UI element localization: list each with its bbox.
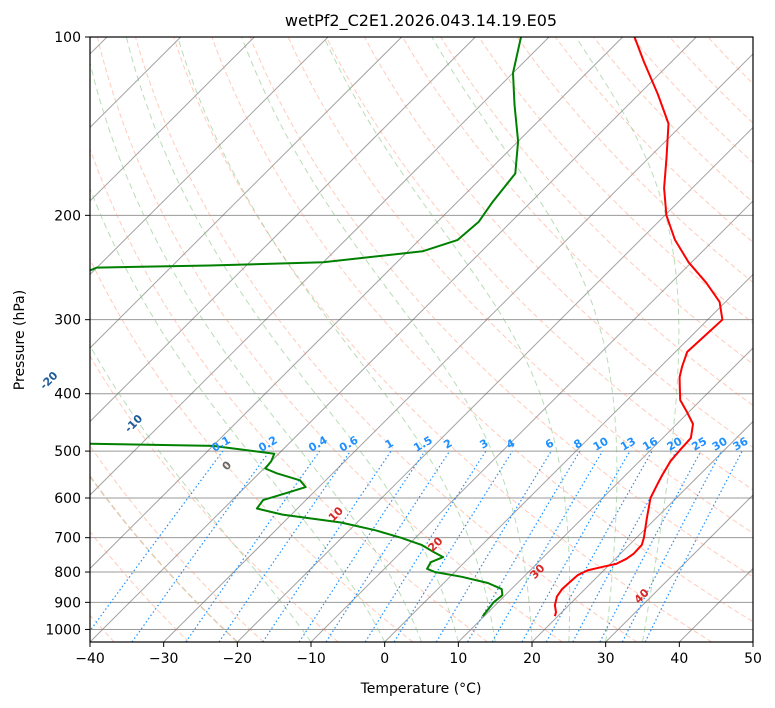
moist-adiabat-line: [125, 37, 459, 642]
x-axis-title: Temperature (°C): [360, 681, 482, 697]
isotherm-line: [605, 494, 753, 642]
mixing-ratio-line: [545, 450, 653, 642]
dry-adiabat-line: [593, 37, 753, 203]
moist-adiabat-line: [90, 344, 312, 642]
x-tick-label: 50: [744, 651, 762, 667]
isotherm-line: [236, 126, 753, 642]
isotherm-line: [90, 37, 550, 496]
dry-adiabat-line: [211, 37, 753, 623]
moist-adiabat-line: [90, 187, 386, 642]
dry-adiabat-line: [516, 37, 753, 284]
dry-adiabat-line: [173, 37, 712, 642]
moist-adiabat-line: [177, 37, 496, 642]
isotherm-line: [531, 420, 753, 642]
dry-adiabat-line: [249, 37, 753, 578]
mixing-ratio-line: [218, 450, 351, 642]
x-tick-label: −30: [149, 651, 179, 667]
ice-curve-line: [90, 474, 238, 642]
dry-adiabat-line: [478, 37, 753, 324]
y-tick-label: 100: [54, 30, 81, 46]
y-tick-label: 500: [54, 444, 81, 460]
y-tick-label: 300: [54, 313, 81, 329]
x-tick-label: 0: [380, 651, 389, 667]
isotherm-line: [90, 37, 403, 349]
mixing-ratio-line: [131, 450, 271, 642]
y-tick-label: 700: [54, 531, 81, 547]
mixing-ratio-line: [491, 450, 604, 642]
x-tick-label: 30: [597, 651, 615, 667]
temperature-profile-line: [553, 37, 724, 617]
dry-adiabat-line: [90, 258, 414, 642]
mixing-ratio-line: [435, 450, 552, 642]
isotherm-line: [90, 37, 255, 202]
background-lines: [90, 37, 753, 642]
sounding-profiles: [90, 37, 724, 617]
x-tick-label: 40: [670, 651, 688, 667]
x-tick-label: −20: [223, 651, 253, 667]
dewpoint-profile-line: [90, 37, 522, 617]
y-tick-label: 900: [54, 595, 81, 611]
y-tick-label: 200: [54, 208, 81, 224]
moist-adiabat-line: [575, 37, 680, 642]
x-tick-label: −10: [296, 651, 326, 667]
dry-adiabat-line: [96, 37, 563, 642]
isotherm-line: [752, 641, 753, 642]
dry-adiabat-line: [287, 37, 753, 534]
dry-adiabat-line: [364, 37, 753, 448]
isotherm-line: [90, 37, 697, 642]
isotherm-line: [384, 273, 753, 642]
y-tick-label: 600: [54, 491, 81, 507]
dry-adiabat-line: [325, 37, 753, 491]
x-tick-label: 10: [449, 651, 467, 667]
isotherm-line: [457, 347, 753, 642]
isotherm-line: [163, 53, 753, 642]
mixing-ratio-line: [325, 450, 451, 642]
y-axis-title: Pressure (hPa): [12, 290, 28, 390]
mixing-ratio-line: [393, 450, 514, 642]
axes: −40 −30 −20 −10 0 10 20 30 40 50 100 200 300 400 500 60…: [45, 30, 762, 667]
mixing-ratio-line: [185, 450, 321, 642]
isotherm-line: [90, 37, 476, 423]
mixing-ratio-line: [521, 450, 631, 642]
isotherm-line: [90, 37, 329, 276]
x-tick-label: −40: [75, 651, 105, 667]
dry-adiabat-line: [90, 530, 190, 642]
dry-adiabat-line: [90, 147, 488, 642]
mixing-ratio-line: [466, 450, 581, 642]
dry-adiabat-line: [135, 37, 638, 642]
moist-adiabat-line: [323, 37, 571, 642]
chart-title: wetPf2_C2E1.2026.043.14.19.E05: [285, 11, 557, 31]
moist-adiabat-line: [241, 37, 533, 642]
y-tick-label: 800: [54, 565, 81, 581]
moist-adiabat-line: [431, 37, 618, 642]
dry-adiabat-line: [90, 354, 339, 642]
moist-adiabat-line: [90, 60, 422, 642]
plot-frame: [89, 36, 754, 643]
y-tick-label: 400: [54, 387, 81, 403]
plot-background: [90, 37, 753, 642]
dry-adiabat-line: [402, 37, 753, 406]
x-tick-label: 20: [523, 651, 541, 667]
y-tick-label: 1000: [45, 622, 81, 638]
isotherm-line: [90, 37, 624, 570]
